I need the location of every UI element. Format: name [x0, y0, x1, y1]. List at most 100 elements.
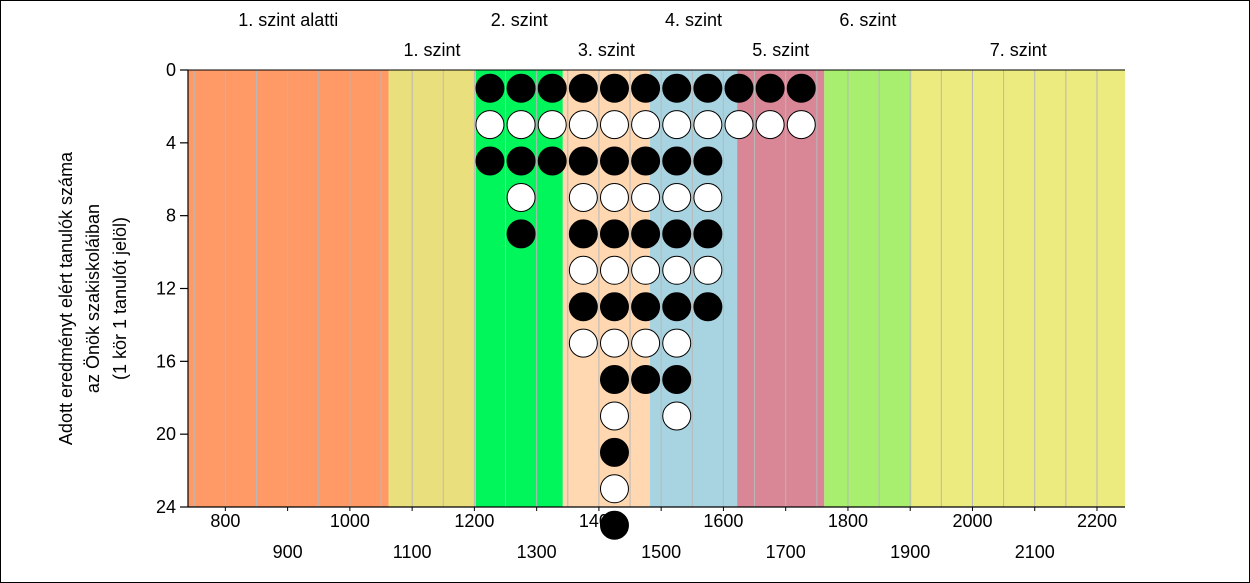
dot-1375-6	[568, 255, 598, 285]
dot-1475-6	[631, 255, 661, 285]
x-tick-label-1700: 1700	[766, 542, 806, 562]
dot-1525-5	[662, 219, 692, 249]
band-2	[475, 70, 563, 507]
axes: 0 4 8 12 16 20 24 800 1000 1200 1400 1600 1800 2000 22…	[156, 60, 1125, 562]
y-axis-title-line-1: Adott eredményt elért tanulók száma	[56, 151, 76, 445]
x-tick-label-1300: 1300	[517, 542, 557, 562]
dot-1525-2	[662, 110, 692, 140]
dot-1375-3	[568, 146, 598, 176]
dot-1425-9	[599, 365, 629, 395]
x-tick-label-1200: 1200	[454, 511, 494, 531]
dot-1325-1	[537, 73, 567, 103]
dot-1525-9	[662, 365, 692, 395]
dot-1425-10	[599, 401, 629, 431]
x-tick-label-800: 800	[210, 511, 240, 531]
dot-1475-7	[631, 292, 661, 322]
band-label-5: 5. szint	[752, 40, 809, 60]
dot-1425-5	[599, 219, 629, 249]
dot-1325-3	[537, 146, 567, 176]
dot-1425-7	[599, 292, 629, 322]
band-7	[911, 70, 1125, 507]
band-label-2: 2. szint	[491, 10, 548, 30]
level-bands	[188, 70, 1125, 507]
dot-1275-3	[506, 146, 536, 176]
y-axis-title-line-3: (1 kör 1 tanulót jelöl)	[110, 217, 130, 380]
band-label-7: 7. szint	[990, 40, 1047, 60]
dot-1225-3	[475, 146, 505, 176]
dot-1225-2	[475, 110, 505, 140]
dot-1475-3	[631, 146, 661, 176]
grid-lines	[193, 70, 1098, 507]
dot-1325-2	[537, 110, 567, 140]
dot-1475-1	[631, 73, 661, 103]
dot-1575-5	[693, 219, 723, 249]
dot-1525-7	[662, 292, 692, 322]
band-5	[737, 70, 825, 507]
band-3	[562, 70, 650, 507]
x-tick-label-900: 900	[273, 542, 303, 562]
x-tick-label-1000: 1000	[330, 511, 370, 531]
dot-1425-8	[599, 328, 629, 358]
y-axis-title-line-2: az Önök szakiskoláiban	[83, 204, 103, 393]
dot-1475-5	[631, 219, 661, 249]
dot-1525-3	[662, 146, 692, 176]
dot-1675-1	[755, 73, 785, 103]
dot-1525-6	[662, 255, 692, 285]
dot-1225-1	[475, 73, 505, 103]
x-tick-label-2000: 2000	[952, 511, 992, 531]
dot-1425-2	[599, 110, 629, 140]
dot-1425-6	[599, 255, 629, 285]
dot-1525-4	[662, 182, 692, 212]
band-label-4: 4. szint	[665, 10, 722, 30]
x-tick-label-1100: 1100	[393, 542, 432, 562]
y-tick-label-0: 0	[166, 60, 176, 80]
dot-1425-13	[599, 510, 629, 540]
y-axis-title: Adott eredményt elért tanulók száma az Ön…	[56, 151, 130, 445]
dot-1275-4	[506, 182, 536, 212]
dot-1475-9	[631, 365, 661, 395]
band-label-1: 1. szint	[404, 40, 461, 60]
x-tick-label-1500: 1500	[641, 542, 681, 562]
dot-1575-1	[693, 73, 723, 103]
band-1	[388, 70, 476, 507]
x-tick-label-2200: 2200	[1077, 511, 1117, 531]
band-label-6: 6. szint	[839, 10, 896, 30]
student-dots	[475, 73, 816, 540]
dot-1375-2	[568, 110, 598, 140]
dot-1475-4	[631, 182, 661, 212]
dot-1425-1	[599, 73, 629, 103]
dot-1475-8	[631, 328, 661, 358]
dot-1525-8	[662, 328, 692, 358]
band-label-3: 3. szint	[578, 40, 635, 60]
y-tick-label-8: 8	[166, 206, 176, 226]
dot-1375-8	[568, 328, 598, 358]
dot-1575-4	[693, 182, 723, 212]
dot-1375-1	[568, 73, 598, 103]
dot-1575-6	[693, 255, 723, 285]
x-tick-label-1900: 1900	[890, 542, 930, 562]
dot-1425-3	[599, 146, 629, 176]
dot-1425-11	[599, 437, 629, 467]
dot-1525-10	[662, 401, 692, 431]
dot-1575-2	[693, 110, 723, 140]
dot-1275-5	[506, 219, 536, 249]
dot-1725-2	[786, 110, 816, 140]
dot-1375-5	[568, 219, 598, 249]
x-tick-label-1800: 1800	[828, 511, 868, 531]
dot-1575-7	[693, 292, 723, 322]
dot-1375-4	[568, 182, 598, 212]
x-tick-label-2100: 2100	[1015, 542, 1055, 562]
x-tick-label-1600: 1600	[703, 511, 743, 531]
y-tick-label-16: 16	[156, 351, 176, 371]
band-labels: 1. szint alatti 1. szint 2. szint 3. szint 4…	[238, 10, 1047, 60]
band-6	[824, 70, 912, 507]
dot-1625-2	[724, 110, 754, 140]
dot-1275-2	[506, 110, 536, 140]
y-tick-label-20: 20	[156, 424, 176, 444]
dot-1675-2	[755, 110, 785, 140]
dot-1425-4	[599, 182, 629, 212]
band-label-0: 1. szint alatti	[238, 10, 338, 30]
y-tick-label-24: 24	[156, 497, 176, 517]
y-tick-label-4: 4	[166, 133, 176, 153]
